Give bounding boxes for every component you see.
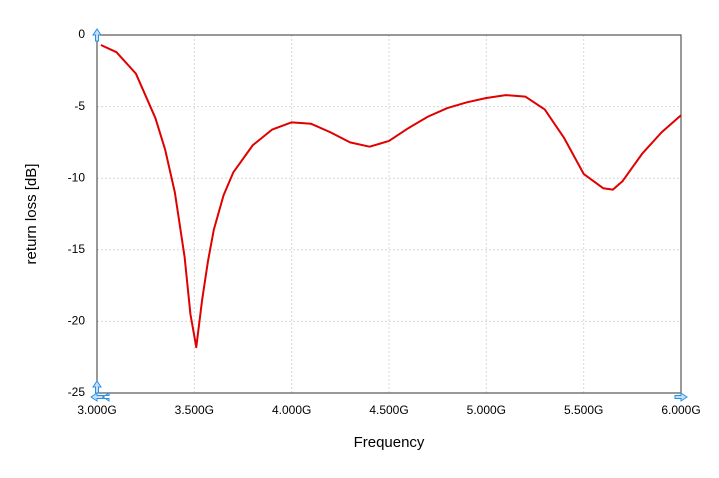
x-tick-label: 3.000G [77,403,116,417]
marker [90,392,104,402]
x-tick-label: 4.500G [369,403,408,417]
grid [96,34,682,394]
marker [92,380,102,394]
x-tick-label: 3.500G [175,403,214,417]
x-tick-label: 5.000G [467,403,506,417]
y-tick-label: -15 [68,242,86,256]
corner-markers [90,28,688,402]
y-tick-label: 0 [78,27,85,41]
plot-frame [96,34,682,394]
y-tick-label: -5 [74,99,85,113]
x-tick-label: 6.000G [661,403,700,417]
y-axis-title: return loss [dB] [23,164,40,265]
marker [102,392,110,402]
marker [92,28,102,42]
x-axis-title: Frequency [354,434,425,451]
marker [674,392,688,402]
line-series [100,44,682,349]
x-tick-label: 5.500G [564,403,603,417]
y-tick-label: -10 [68,170,86,184]
y-tick-label: -25 [68,385,86,399]
x-tick-label: 4.000G [272,403,311,417]
y-tick-label: -20 [68,314,86,328]
